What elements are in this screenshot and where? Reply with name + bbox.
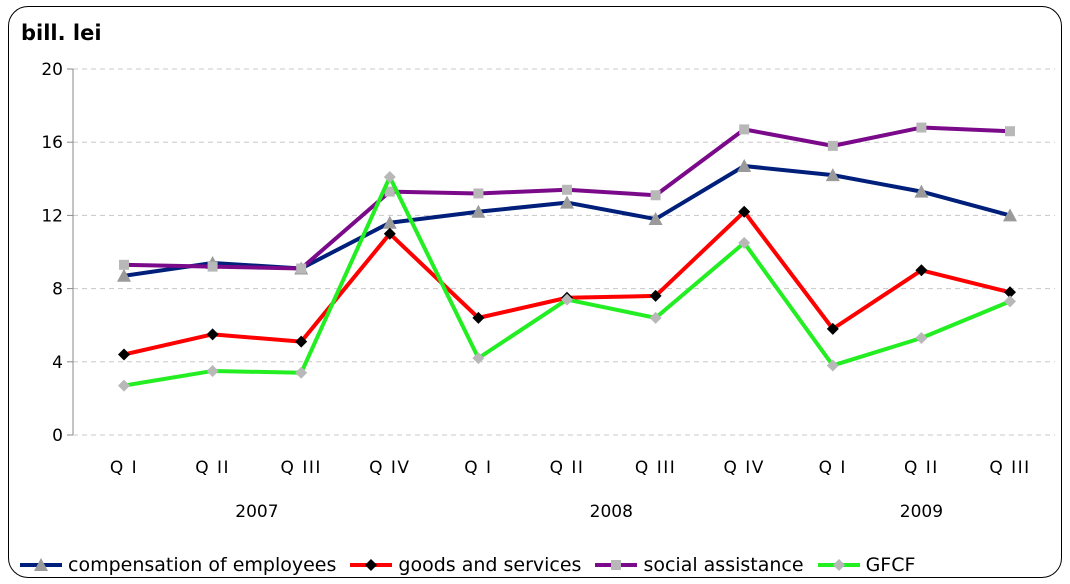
data-point — [1004, 295, 1016, 308]
data-point — [118, 379, 130, 392]
legend-item: social assistance — [593, 554, 804, 576]
data-point — [916, 122, 927, 133]
x-tick-label: Q I — [819, 458, 847, 478]
data-point — [738, 205, 751, 218]
data-point — [650, 190, 661, 201]
x-year-label: 2007 — [235, 502, 278, 522]
series-2 — [119, 122, 1015, 274]
legend-item: goods and services — [348, 554, 581, 576]
y-tick-label: 16 — [41, 133, 63, 153]
data-point — [737, 158, 752, 172]
data-point — [649, 289, 662, 302]
y-tick-label: 0 — [52, 426, 63, 446]
data-point — [562, 184, 572, 195]
x-tick-label: Q II — [195, 458, 230, 478]
legend-label: GFCF — [865, 554, 916, 576]
x-year-label: 2009 — [900, 502, 943, 522]
legend-marker — [832, 559, 845, 571]
legend-label: compensation of employees — [68, 554, 337, 576]
chart-frame: 0 4 8 12 16 20 Q I Q II Q III Q IV Q I Q II Q III Q I… — [8, 6, 1062, 578]
y-tick-label: 8 — [52, 280, 63, 300]
data-point — [561, 293, 573, 306]
legend-label: goods and services — [398, 554, 582, 576]
data-point — [825, 168, 840, 182]
series-line — [122, 163, 1012, 278]
data-point — [119, 259, 129, 270]
x-tick-label: Q I — [464, 458, 492, 478]
x-year-label: 2008 — [590, 502, 633, 522]
series-line — [122, 209, 1012, 357]
y-axis-unit-label: bill. lei — [21, 21, 102, 45]
series-3 — [118, 170, 1016, 392]
x-tick-label: Q III — [281, 458, 322, 478]
line-chart: 0 4 8 12 16 20 Q I Q II Q III Q IV Q I Q II Q III Q I… — [41, 60, 1055, 522]
data-point — [472, 352, 485, 365]
data-point — [295, 366, 308, 379]
data-point — [473, 188, 484, 199]
legend-swatch — [817, 559, 860, 571]
data-point — [383, 170, 396, 183]
data-point — [1003, 208, 1017, 222]
x-tick-label: Q I — [110, 458, 138, 478]
series-1 — [118, 205, 1016, 361]
legend-swatch — [350, 559, 393, 571]
data-point — [383, 227, 396, 240]
y-tick-label: 12 — [41, 206, 63, 226]
data-point — [915, 264, 928, 277]
data-point — [827, 140, 838, 151]
series-0 — [117, 158, 1017, 282]
legend-marker — [611, 560, 622, 570]
data-point — [207, 261, 218, 272]
data-point — [739, 124, 750, 135]
data-point — [648, 212, 663, 226]
data-point — [206, 328, 219, 341]
data-point — [118, 348, 130, 361]
legend-item: compensation of employees — [18, 554, 336, 576]
data-point — [1004, 286, 1016, 299]
legend-item: GFCF — [816, 554, 916, 576]
data-point — [914, 184, 929, 198]
data-point — [472, 311, 485, 324]
x-tick-label: Q III — [989, 458, 1030, 478]
data-point — [295, 335, 308, 348]
y-tick-label: 20 — [41, 60, 63, 80]
data-point — [560, 195, 574, 209]
x-tick-label: Q II — [904, 458, 939, 478]
data-point — [296, 263, 307, 274]
data-point — [826, 359, 839, 372]
legend-marker — [34, 558, 48, 571]
x-tick-label: Q III — [635, 458, 676, 478]
x-tick-label: Q II — [550, 458, 585, 478]
data-point — [738, 236, 751, 249]
data-point — [471, 204, 486, 218]
data-point — [826, 322, 839, 335]
data-point — [206, 364, 219, 377]
x-tick-label: Q IV — [369, 458, 410, 478]
data-point — [1005, 126, 1015, 137]
legend-marker — [365, 559, 378, 571]
data-point — [382, 215, 397, 229]
data-point — [649, 311, 662, 324]
legend: compensation of employees goods and servi… — [18, 550, 927, 580]
data-point — [117, 268, 131, 282]
y-tick-label: 4 — [52, 353, 63, 373]
legend-label: social assistance — [643, 554, 804, 576]
legend-swatch — [595, 560, 638, 570]
data-point — [915, 332, 928, 345]
legend-swatch — [20, 558, 62, 571]
x-tick-label: Q IV — [723, 458, 764, 478]
data-point — [384, 186, 395, 197]
